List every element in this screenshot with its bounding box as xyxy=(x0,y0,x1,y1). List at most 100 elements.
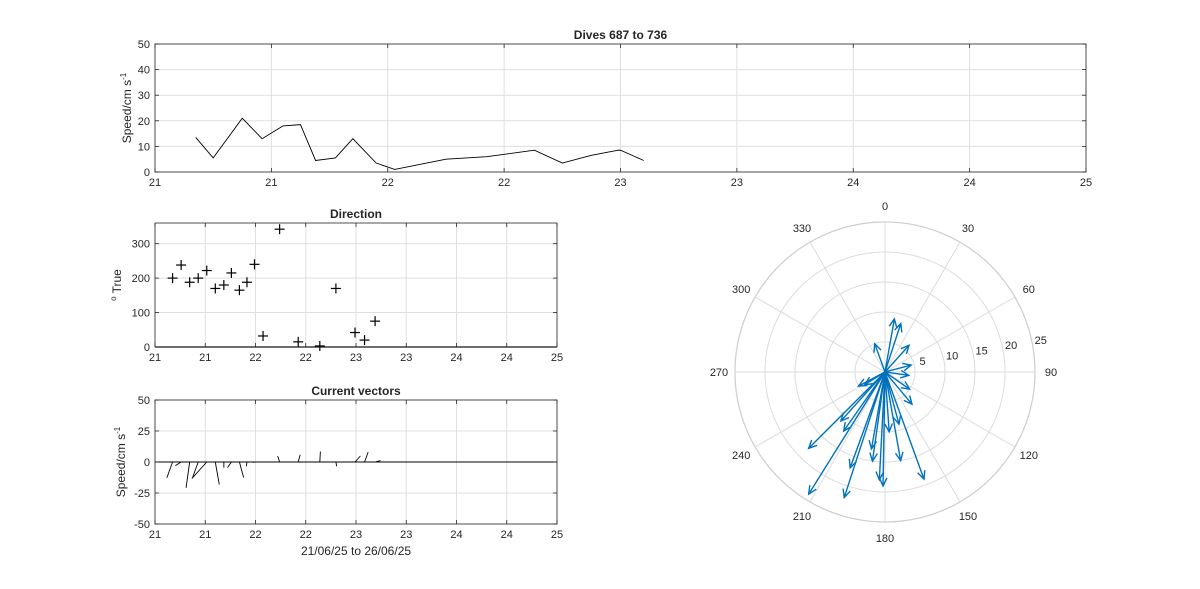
polar-arrow-head xyxy=(863,376,874,386)
speed-x-tick-label: 24 xyxy=(847,177,859,189)
direction-x-tick-label: 25 xyxy=(551,352,563,364)
vector-stick xyxy=(192,461,199,478)
polar-angle-label: 0 xyxy=(882,201,888,213)
polar-arrow xyxy=(884,317,898,373)
vector-chart-title: Current vectors xyxy=(311,384,401,398)
direction-point xyxy=(218,280,229,290)
speed-axes: 21 21 22 22 23 23 24 24 25 0 10 20 30 40 50 Dives 687 … xyxy=(119,28,1092,189)
polar-arrow-head xyxy=(894,321,903,333)
polar-arrow-shaft xyxy=(808,371,886,495)
direction-x-tick-label: 24 xyxy=(450,352,462,364)
polar-arrow-shaft xyxy=(884,371,890,432)
polar-angle-label: 300 xyxy=(732,284,750,296)
vector-stick xyxy=(191,461,208,479)
polar-arrow xyxy=(842,371,886,500)
polar-arrow xyxy=(878,371,888,488)
polar-arrow xyxy=(884,371,904,463)
direction-chart-title: Direction xyxy=(330,207,382,221)
polar-arrow-shaft xyxy=(884,318,896,373)
polar-arrow-shaft xyxy=(884,371,910,390)
polar-spoke xyxy=(884,241,961,373)
direction-point xyxy=(241,277,252,288)
polar-arrow-shaft xyxy=(840,371,886,422)
direction-x-tick-label: 22 xyxy=(249,352,261,364)
direction-point xyxy=(234,285,245,296)
vector-x-tick-label: 21 xyxy=(149,529,161,541)
direction-y-axis-label-prefix: o xyxy=(109,296,118,301)
speed-y-tick-label: 0 xyxy=(144,167,150,179)
vector-stick xyxy=(245,461,248,467)
polar-arrow xyxy=(884,371,914,406)
polar-arrow xyxy=(807,371,886,496)
speed-y-tick-label: 40 xyxy=(138,65,150,77)
direction-y-tick-label: 200 xyxy=(132,273,150,285)
polar-arrow-shaft xyxy=(884,371,902,461)
polar-arrow-shaft xyxy=(884,371,913,405)
direction-point xyxy=(274,224,285,235)
vector-stick xyxy=(185,461,191,488)
polar-radius-label: 15 xyxy=(976,345,988,357)
direction-point xyxy=(314,340,325,351)
polar-arrow xyxy=(884,371,926,481)
polar-angle-label: 210 xyxy=(793,511,811,523)
direction-x-tick-label: 21 xyxy=(149,352,161,364)
direction-y-tick-label: 100 xyxy=(132,308,150,320)
direction-point xyxy=(370,316,381,327)
polar-arrow xyxy=(884,369,911,379)
direction-y-tick-label: 300 xyxy=(132,239,150,251)
direction-y-axis-label: o True xyxy=(109,269,124,301)
vector-x-tick-label: 23 xyxy=(350,529,362,541)
polar-arrow-head xyxy=(807,439,818,450)
polar-arrow-shaft xyxy=(874,343,886,373)
polar-angle-label: 180 xyxy=(876,533,894,545)
polar-arrow-shaft xyxy=(858,371,886,387)
polar-arrow-shaft xyxy=(884,344,910,373)
polar-arrow-shaft xyxy=(808,371,886,449)
direction-point xyxy=(258,330,269,341)
vector-stick xyxy=(175,461,182,466)
polar-arrow-head xyxy=(842,421,852,433)
direction-x-tick-label: 24 xyxy=(501,352,513,364)
polar-spoke xyxy=(884,371,961,503)
polar-arrow xyxy=(807,371,886,450)
polar-arrow xyxy=(873,342,886,373)
direction-y-tick-label: 0 xyxy=(144,342,150,354)
polar-spoke xyxy=(809,241,886,373)
polar-arrow-shaft xyxy=(884,364,912,373)
polar-arrow-shaft xyxy=(884,371,925,480)
speed-y-tick-label: 10 xyxy=(138,141,150,153)
vector-stick xyxy=(364,451,369,463)
vector-y-axis-label: Speed/cm s-1 xyxy=(113,426,128,497)
polar-arrow-head xyxy=(917,470,926,481)
vector-y-axis-label-superscript: -1 xyxy=(113,426,122,434)
polar-arrow-head xyxy=(839,412,850,423)
vector-x-tick-label: 23 xyxy=(400,529,412,541)
speed-x-tick-label: 25 xyxy=(1080,177,1092,189)
speed-plot-area xyxy=(195,117,644,170)
direction-x-tick-label: 22 xyxy=(300,352,312,364)
polar-arrow-head xyxy=(848,458,857,470)
direction-point xyxy=(226,267,237,278)
polar-spoke xyxy=(754,296,886,373)
polar-arrow xyxy=(857,371,886,387)
polar-arrow-shaft xyxy=(871,371,886,462)
vector-x-tick-label: 24 xyxy=(450,529,462,541)
polar-arrow xyxy=(842,371,886,433)
direction-point xyxy=(210,283,221,294)
polar-arrow xyxy=(884,344,911,373)
vector-stick xyxy=(253,461,255,464)
direction-point xyxy=(167,273,178,284)
speed-y-tick-label: 50 xyxy=(138,39,150,51)
direction-axes: 21 21 22 22 23 23 24 24 25 0 100 200 300 Direction o… xyxy=(109,207,563,364)
polar-radius-label: 10 xyxy=(946,351,958,363)
vector-stick xyxy=(374,460,381,463)
polar-arrow-head xyxy=(894,451,904,463)
polar-labels: 0 30 60 90 120 150 180 210 240 270 300 330 5 10 15 20 25 xyxy=(710,201,1057,545)
polar-angle-label: 150 xyxy=(959,511,977,523)
vector-stick xyxy=(214,461,220,485)
vector-stick xyxy=(238,461,245,478)
polar-arrow xyxy=(884,321,903,373)
direction-point xyxy=(193,273,204,284)
polar-radius-label: 5 xyxy=(919,356,925,368)
